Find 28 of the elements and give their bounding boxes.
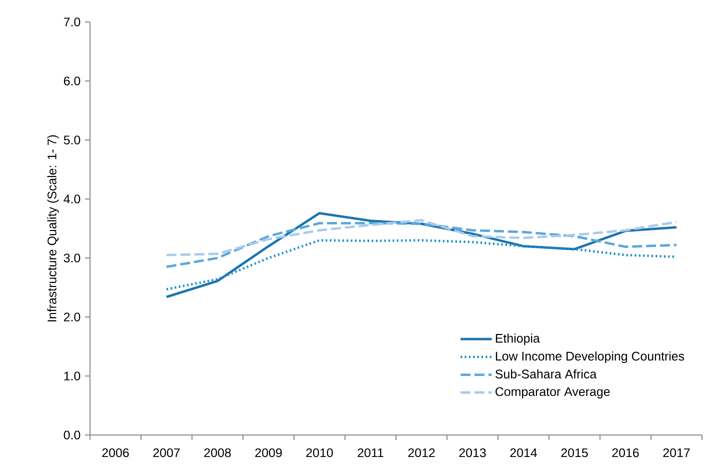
legend-label: Sub-Sahara Africa xyxy=(495,369,597,378)
x-tick-label: 2007 xyxy=(153,448,180,458)
x-tick-label: 2013 xyxy=(459,448,486,458)
x-tick-label: 2011 xyxy=(358,448,384,458)
x-tick-label: 2015 xyxy=(561,448,588,458)
legend-label: Low Income Developing Countries xyxy=(496,351,684,364)
y-tick-label: 4.0 xyxy=(64,194,80,204)
x-tick-label: 2017 xyxy=(663,448,690,458)
line-series xyxy=(165,219,678,256)
legend-label: Ethiopia xyxy=(496,334,540,346)
y-tick-label: 2.0 xyxy=(64,312,80,322)
x-tick-label: 2012 xyxy=(408,448,435,458)
line-series xyxy=(165,212,678,298)
line-series xyxy=(165,222,678,268)
y-tick-label: 3.0 xyxy=(64,254,80,262)
y-tick-label: 7.0 xyxy=(64,18,80,26)
y-tick-label: 5.0 xyxy=(64,136,80,144)
x-tick-label: 2014 xyxy=(510,448,537,458)
y-tick-label: 0.0 xyxy=(64,430,80,440)
y-axis-title: Infrastructure Quality (Scale: 1- 7) xyxy=(47,135,59,322)
x-tick-label: 2008 xyxy=(204,448,231,458)
y-tick-label: 6.0 xyxy=(64,76,80,86)
x-tick-label: 2009 xyxy=(255,448,282,458)
legend-label: Comparator Average xyxy=(496,387,610,398)
x-tick-label: 2016 xyxy=(612,448,639,458)
y-tick-label: 1.0 xyxy=(64,372,80,380)
x-tick-label: 2010 xyxy=(306,448,333,458)
x-tick-label: 2006 xyxy=(102,448,129,458)
